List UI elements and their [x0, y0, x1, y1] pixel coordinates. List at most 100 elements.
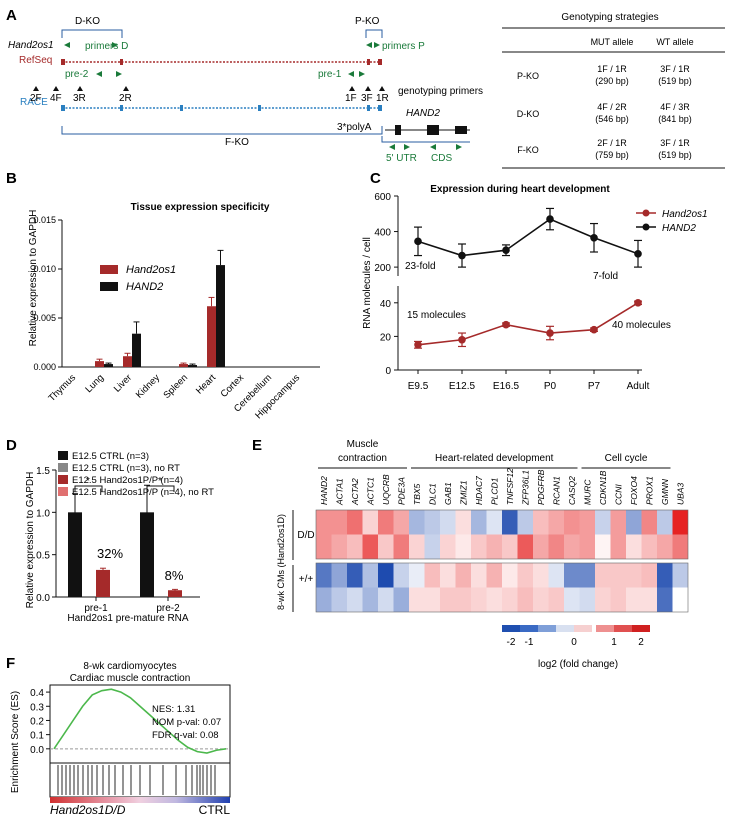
b-bar	[95, 361, 104, 367]
b-legend-swatch-hand2	[100, 282, 118, 291]
d-xtick-label: pre-2	[156, 603, 180, 614]
e-colorbar-segment	[574, 625, 592, 632]
e-gene-label: ACTA2	[350, 478, 360, 506]
e-heatmap-cell	[362, 587, 378, 612]
e-gene-label: PLCD1	[489, 477, 499, 505]
e-gene-label: GAB1	[443, 482, 453, 505]
e-heatmap-cell	[502, 510, 518, 535]
e-heatmap-cell	[316, 534, 332, 559]
c-ytick-label: 40	[380, 299, 392, 310]
b-xtick-label: Heart	[194, 372, 218, 396]
e-heatmap-cell	[440, 563, 456, 588]
e-gene-label: RCAN1	[551, 476, 561, 505]
e-heatmap-cell	[626, 563, 642, 588]
primers-p-arrows	[366, 42, 380, 48]
table-cell: 4F / 2R	[597, 102, 627, 112]
d-ytick-label: 0.0	[36, 593, 50, 604]
e-heatmap-cell	[362, 563, 378, 588]
d-pct-pre1: 32%	[97, 546, 123, 561]
f-stat-nes: NES: 1.31	[152, 704, 195, 715]
e-heatmap-cell	[548, 534, 564, 559]
b-bar	[104, 364, 113, 367]
d-xlabel: Hand2os1 pre-mature RNA	[67, 613, 188, 624]
c-annotation-40mol: 40 molecules	[612, 320, 671, 331]
e-heatmap-cell	[486, 534, 502, 559]
e-heatmap-cell	[657, 534, 673, 559]
e-heatmap-cell	[331, 587, 347, 612]
table-cell: 2F / 1R	[597, 138, 627, 148]
pko-bracket	[365, 29, 383, 38]
c-xtick-label: E9.5	[408, 381, 429, 392]
e-heatmap-cell	[378, 510, 394, 535]
race-exon-2	[120, 105, 123, 111]
e-gene-label: PDGFRB	[536, 469, 546, 505]
e-heatmap-cell	[564, 563, 580, 588]
e-heatmap-cell	[393, 510, 409, 535]
e-heatmap-cell	[672, 587, 688, 612]
e-colorbar-segment	[614, 625, 632, 632]
refseq-exon-2	[120, 59, 123, 65]
e-heatmap-cell	[595, 563, 611, 588]
d-bar	[68, 512, 82, 597]
e-colorbar-tick: 0	[571, 637, 577, 648]
hand2-bracket	[381, 136, 470, 143]
panel-e: E Muscle contraction Heart-related develop…	[252, 437, 689, 670]
c-xtick-label: P0	[544, 381, 557, 392]
table-row-name: F-KO	[517, 145, 539, 155]
cds-label: CDS	[431, 153, 452, 164]
table-cell: (546 bp)	[595, 114, 629, 124]
panel-letter-f: F	[6, 655, 15, 672]
e-heatmap-cell	[548, 563, 564, 588]
e-block-frame	[315, 562, 689, 613]
refseq-exon-4	[378, 59, 382, 65]
e-gene-label: CCNI	[613, 484, 623, 505]
c-point	[634, 249, 642, 258]
e-heatmap-cell	[471, 510, 487, 535]
d-legend-swatch	[58, 463, 68, 472]
panel-letter-b: B	[6, 170, 17, 187]
dko-bracket	[61, 29, 123, 38]
e-heatmap-cell	[378, 587, 394, 612]
c-point	[414, 341, 422, 349]
e-heatmap-cell	[393, 563, 409, 588]
e-yaxis-label: 8-wk CMs (Hand2os1D)	[276, 514, 286, 610]
e-gene-label: TNFSF12	[505, 468, 515, 505]
primer-3f: 3F	[361, 93, 373, 104]
e-heatmap-cell	[440, 587, 456, 612]
e-heatmap-cell	[471, 534, 487, 559]
c-legend: Hand2os1 HAND2	[636, 209, 708, 234]
panel-c: C Expression during heart development RN…	[362, 170, 708, 392]
e-heatmap-cell	[393, 587, 409, 612]
panel-a: A Hand2os1 RefSeq RACE D-KO P-KO primers…	[6, 7, 725, 169]
d-ytick-label: 1.0	[36, 508, 50, 519]
d-legend-label: E12.5 Hand2os1P/P (n=4), no RT	[72, 487, 214, 498]
b-xtick-label: Liver	[112, 372, 134, 394]
c-legend-dot-hand2os1	[642, 209, 650, 217]
e-heatmap-cell	[533, 534, 549, 559]
pre1-label: pre-1	[318, 69, 342, 80]
e-colorbar-tick: -2	[507, 637, 516, 648]
b-bar	[188, 365, 197, 367]
b-legend-hand2os1: Hand2os1	[126, 264, 176, 276]
gene-label: Hand2os1	[8, 40, 54, 51]
race-label: RACE	[20, 97, 48, 108]
table-cell: (519 bp)	[658, 76, 692, 86]
e-heatmap-cell	[610, 510, 626, 535]
e-heatmap-cell	[409, 587, 425, 612]
hand2-exon-2	[427, 125, 439, 135]
c-point	[590, 233, 598, 242]
e-gene-label: ACTC1	[365, 477, 375, 506]
b-ylabel: Relative expression to GAPDH	[28, 210, 39, 347]
e-heatmap-cell	[393, 534, 409, 559]
panel-f: F 8-wk cardiomyocytes Cardiac muscle con…	[6, 655, 231, 816]
f-rank-bar	[50, 797, 230, 803]
refseq-exon-1	[61, 59, 65, 65]
e-heatmap-cell	[347, 510, 363, 535]
hand2-exon-3	[455, 126, 467, 134]
e-heatmap-cell	[409, 563, 425, 588]
c-point	[414, 237, 422, 246]
d-pct-pre2: 8%	[165, 568, 184, 583]
c-series-line	[417, 302, 639, 346]
d-legend-swatch	[58, 475, 68, 484]
d-bracket-pre1	[74, 485, 103, 492]
